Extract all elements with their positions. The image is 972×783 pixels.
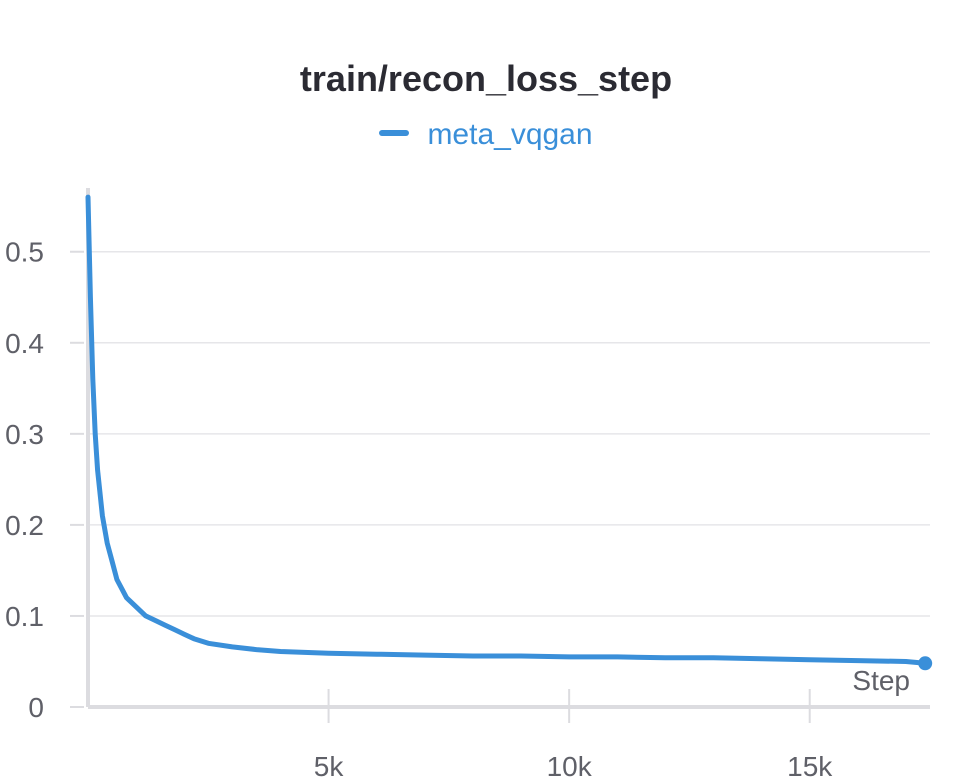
data-point[interactable] <box>711 656 715 660</box>
data-point[interactable] <box>100 514 104 518</box>
data-point[interactable] <box>91 377 95 381</box>
y-tick-label: 0.2 <box>5 510 44 541</box>
data-point[interactable] <box>120 587 124 591</box>
x-axis-label: Step <box>852 665 910 696</box>
data-point[interactable] <box>88 295 92 299</box>
x-tick-label: 15k <box>787 751 833 782</box>
data-point[interactable] <box>230 645 234 649</box>
y-tick-label: 0.3 <box>5 419 44 450</box>
data-point[interactable] <box>904 659 908 663</box>
data-point[interactable] <box>663 656 667 660</box>
y-tick-label: 0.5 <box>5 237 44 268</box>
data-point[interactable] <box>153 619 157 622</box>
data-point[interactable] <box>519 654 523 658</box>
data-point[interactable] <box>86 195 90 199</box>
legend[interactable]: meta_vqgan <box>0 118 972 152</box>
legend-swatch <box>379 130 410 137</box>
data-point[interactable] <box>192 637 196 641</box>
data-point[interactable] <box>375 652 379 656</box>
data-point[interactable] <box>105 541 109 545</box>
data-point[interactable] <box>182 632 186 636</box>
data-point[interactable] <box>327 651 331 655</box>
x-tick-label: 10k <box>547 751 593 782</box>
data-point[interactable] <box>254 648 258 652</box>
data-point[interactable] <box>110 559 114 563</box>
data-point[interactable] <box>124 596 128 600</box>
data-point[interactable] <box>173 628 177 632</box>
data-point[interactable] <box>808 658 812 662</box>
data-point[interactable] <box>567 655 571 659</box>
data-point[interactable] <box>93 432 97 436</box>
data-point[interactable] <box>144 614 148 618</box>
data-point[interactable] <box>471 654 475 658</box>
chart-title: train/recon_loss_step <box>299 58 673 99</box>
data-point[interactable] <box>760 657 764 661</box>
data-point[interactable] <box>856 659 860 663</box>
y-tick-label: 0.1 <box>5 601 44 632</box>
tick-labels: 0 0.1 0.2 0.3 0.4 0.5 5k 10k 15k Step <box>5 237 910 782</box>
data-point[interactable] <box>615 655 619 659</box>
last-point-marker[interactable] <box>918 656 933 671</box>
y-tick-label: 0 <box>28 692 44 723</box>
series-line[interactable] <box>85 194 928 666</box>
x-tick-label: 5k <box>314 751 345 782</box>
grid-lines <box>88 250 930 617</box>
series-layer <box>85 194 933 671</box>
data-point[interactable] <box>163 623 167 627</box>
data-point[interactable] <box>96 468 100 472</box>
data-point[interactable] <box>206 641 210 645</box>
y-tick-label: 0.4 <box>5 328 44 359</box>
data-point[interactable] <box>115 578 119 582</box>
data-point[interactable] <box>278 649 282 653</box>
legend-label: meta_vqgan <box>427 118 593 151</box>
data-point[interactable] <box>423 653 427 657</box>
data-point[interactable] <box>134 605 138 609</box>
